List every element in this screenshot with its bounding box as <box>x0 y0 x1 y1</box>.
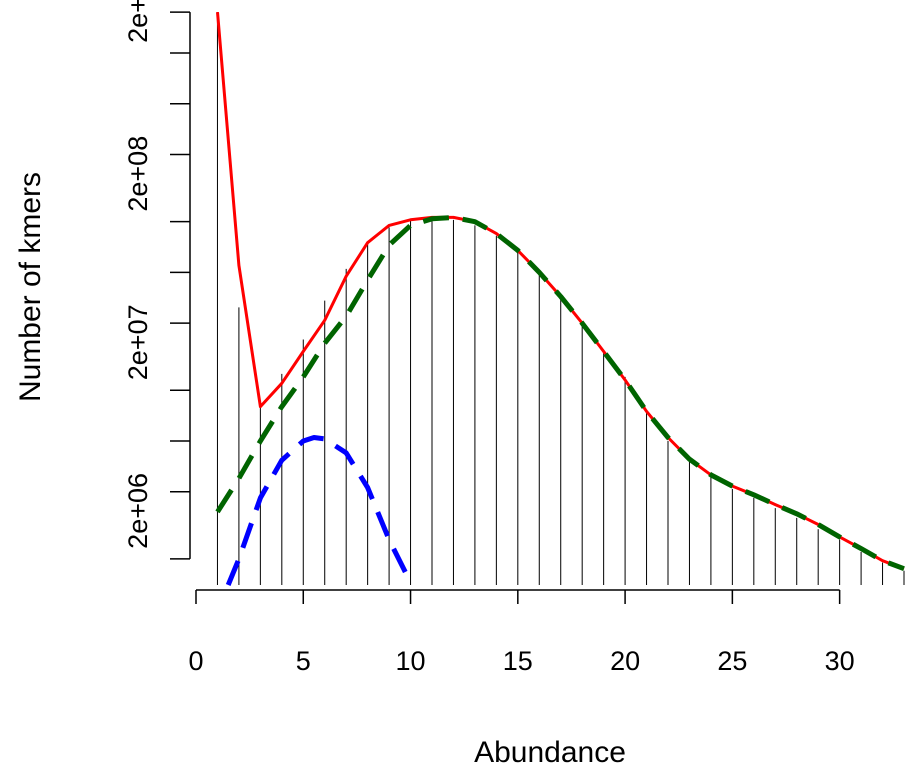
series-line-3 <box>225 435 413 586</box>
y-tick-label: 2e+09 <box>123 0 153 43</box>
x-tick-label: 15 <box>503 646 533 676</box>
y-tick-label: 2e+07 <box>123 304 153 380</box>
x-tick-label: 10 <box>396 646 426 676</box>
histogram-layer <box>216 12 905 585</box>
y-axis-title: Number of kmers <box>14 172 47 402</box>
y-tick-label: 2e+06 <box>123 473 153 549</box>
x-axis-title: Abundance <box>474 736 626 769</box>
series-line-2 <box>215 214 905 572</box>
y-tick-label: 2e+08 <box>123 136 153 212</box>
x-tick-label: 5 <box>296 646 311 676</box>
series-layer <box>215 11 905 586</box>
y-axis: 2e+06 2e+07 2e+08 2e+09 <box>123 0 191 560</box>
x-tick-label: 25 <box>717 646 747 676</box>
x-tick-label: 30 <box>825 646 855 676</box>
x-tick-label: 20 <box>610 646 640 676</box>
x-tick-label: 0 <box>188 646 203 676</box>
x-axis: 0 5 10 15 20 25 30 <box>188 589 855 676</box>
